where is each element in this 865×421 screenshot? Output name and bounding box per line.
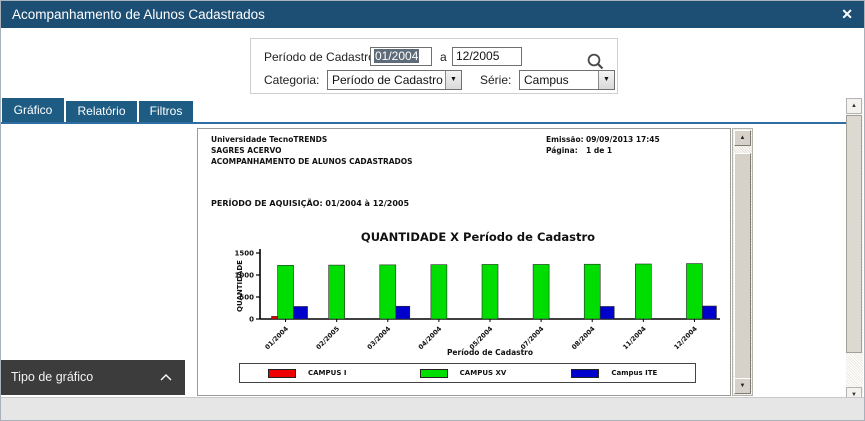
scroll-up-icon[interactable]: ▲ xyxy=(734,130,751,146)
tab-filtros[interactable]: Filtros xyxy=(139,101,193,122)
serie-value: Campus xyxy=(524,73,569,87)
svg-text:11/2004: 11/2004 xyxy=(621,324,648,351)
tab-relatorio[interactable]: Relatório xyxy=(66,101,137,122)
report-meta: Emissão: 09/09/2013 17:45 Página: 1 de 1 xyxy=(546,134,660,156)
collapse-chevron-icon xyxy=(160,374,172,381)
legend-swatch-icon xyxy=(571,368,600,378)
pagina-label: Página: xyxy=(546,146,578,155)
categoria-select[interactable]: Período de Cadastro ▼ xyxy=(327,70,462,90)
svg-text:1000: 1000 xyxy=(235,272,255,280)
period-connector-label: a xyxy=(440,50,447,64)
emissao-label: Emissão: xyxy=(546,135,584,144)
report-period-line: PERÍODO DE AQUISIÇÃO: 01/2004 à 12/2005 xyxy=(211,199,410,208)
svg-text:12/2004: 12/2004 xyxy=(672,324,699,351)
serie-select[interactable]: Campus ▼ xyxy=(519,70,615,90)
window-title: Acompanhamento de Alunos Cadastrados xyxy=(12,7,265,22)
chevron-down-icon[interactable]: ▼ xyxy=(445,71,461,89)
report-header: Universidade TecnoTRENDS SAGRES ACERVO A… xyxy=(211,134,413,167)
footer-bar xyxy=(1,397,864,420)
legend-entry: Campus ITE xyxy=(543,364,695,382)
svg-text:Período de Cadastro: Período de Cadastro xyxy=(447,348,533,357)
legend-label: CAMPUS I xyxy=(308,369,347,377)
period-to-input[interactable]: 12/2005 xyxy=(452,47,522,66)
legend-entry: CAMPUS I xyxy=(240,364,392,382)
scrollbar-thumb[interactable] xyxy=(846,115,862,353)
tab-underline xyxy=(1,122,846,124)
chart-legend: CAMPUS I CAMPUS XV Campus ITE xyxy=(239,363,696,383)
serie-label: Série: xyxy=(480,73,512,87)
period-from-input[interactable]: 01/2004 xyxy=(370,47,432,66)
svg-text:1500: 1500 xyxy=(235,250,255,258)
title-bar: Acompanhamento de Alunos Cadastrados ✕ xyxy=(1,1,864,28)
svg-text:01/2004: 01/2004 xyxy=(263,324,290,351)
filter-form: Período de Cadastro 01/2004 a 12/2005 Ca… xyxy=(250,38,618,94)
report-scrollbar[interactable]: ▲ ▼ xyxy=(732,128,753,396)
chevron-down-icon[interactable]: ▼ xyxy=(598,71,614,89)
svg-text:500: 500 xyxy=(239,294,254,302)
svg-text:03/2004: 03/2004 xyxy=(366,324,393,351)
svg-text:QUANTIDADE: QUANTIDADE xyxy=(236,260,244,312)
chart-title: QUANTIDADE X Período de Cadastro xyxy=(360,230,596,244)
org-line-3: ACOMPANHAMENTO DE ALUNOS CADASTRADOS xyxy=(211,157,413,166)
panel-scrollbar[interactable]: ▲ ▼ xyxy=(846,98,863,403)
legend-label: Campus ITE xyxy=(611,369,658,377)
period-label: Período de Cadastro xyxy=(264,50,375,64)
svg-text:0: 0 xyxy=(249,316,254,324)
bar-chart: 0 500 1000 1500 QUANTIDADE 01/2004 02/2005 03/2… xyxy=(235,249,720,357)
legend-swatch-icon xyxy=(268,368,296,378)
legend-swatch-icon xyxy=(419,368,448,378)
pagina-value: 1 de 1 xyxy=(586,146,613,155)
emissao-value: 09/09/2013 17:45 xyxy=(586,135,660,144)
categoria-label: Categoria: xyxy=(264,73,320,87)
report-page: Universidade TecnoTRENDS SAGRES ACERVO A… xyxy=(197,128,731,396)
scroll-down-icon[interactable]: ▼ xyxy=(734,378,751,394)
tab-grafico[interactable]: Gráfico xyxy=(2,98,64,122)
chart-type-panel-label: Tipo de gráfico xyxy=(11,370,94,384)
org-line-2: SAGRES ACERVO xyxy=(211,146,282,155)
svg-text:08/2004: 08/2004 xyxy=(570,324,597,351)
org-line-1: Universidade TecnoTRENDS xyxy=(211,135,328,144)
svg-text:02/2005: 02/2005 xyxy=(315,324,342,351)
svg-text:04/2004: 04/2004 xyxy=(417,324,444,351)
scrollbar-thumb[interactable] xyxy=(734,153,751,379)
chart-type-panel-header[interactable]: Tipo de gráfico xyxy=(1,360,185,395)
scroll-up-icon[interactable]: ▲ xyxy=(846,98,862,114)
close-icon[interactable]: ✕ xyxy=(841,6,853,22)
legend-entry: CAMPUS XV xyxy=(392,364,544,382)
legend-label: CAMPUS XV xyxy=(459,369,507,377)
search-icon[interactable] xyxy=(586,52,605,71)
categoria-value: Período de Cadastro xyxy=(332,73,443,87)
